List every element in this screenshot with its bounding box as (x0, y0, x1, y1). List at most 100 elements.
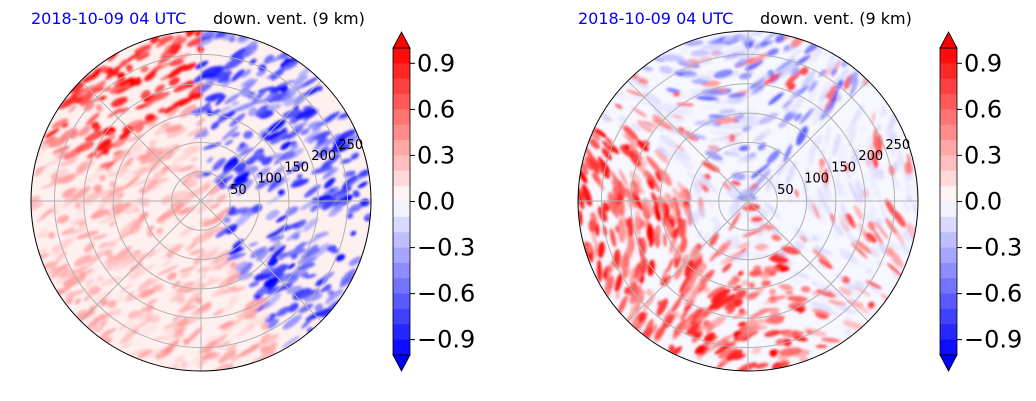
field-blob (868, 214, 879, 229)
field-blob (295, 107, 317, 120)
field-blob (659, 65, 673, 74)
field-blob (221, 125, 239, 141)
field-blob (818, 258, 833, 269)
field-blob (877, 217, 883, 225)
field-blob (710, 201, 715, 210)
field-blob (774, 59, 792, 73)
field-blob (815, 344, 828, 348)
field-blob (76, 309, 87, 319)
field-blob (769, 288, 776, 296)
colorbar-level (940, 109, 957, 126)
field-blob (172, 280, 181, 289)
field-blob (240, 78, 254, 87)
field-blob (215, 94, 227, 106)
field-blob (40, 207, 55, 219)
field-blob (858, 141, 864, 165)
field-blob (191, 244, 200, 251)
field-blob (737, 328, 755, 339)
field-blob (316, 135, 327, 145)
field-blob (709, 250, 720, 262)
field-blob (751, 346, 762, 355)
field-blob (848, 288, 862, 298)
field-blob (662, 211, 667, 227)
field-blob (615, 291, 620, 300)
field-blob (154, 230, 166, 239)
field-blob (755, 42, 763, 49)
colorbar-level (393, 155, 410, 172)
field-blob (267, 176, 285, 192)
field-blob (242, 45, 258, 58)
field-blob (115, 296, 125, 303)
field-blob (300, 128, 310, 136)
field-blob (741, 118, 765, 129)
field-blob (75, 205, 86, 215)
field-blob (673, 117, 685, 124)
colorbar-level (940, 216, 957, 233)
colorbar-tick-label: 0.9 (964, 49, 1002, 77)
field-blob (659, 169, 672, 187)
field-blob (879, 201, 888, 223)
field-blob (627, 237, 633, 254)
field-blob (769, 317, 784, 325)
colorbar-tick-label: 0.3 (964, 141, 1002, 169)
field-blob (260, 333, 270, 343)
field-blob (311, 165, 334, 175)
field-blob (292, 75, 309, 85)
field-blob (621, 260, 627, 270)
field-blob (604, 276, 613, 298)
field-blob (654, 149, 669, 164)
field-blob (660, 268, 668, 287)
field-blob (293, 105, 300, 111)
field-blob (107, 255, 116, 261)
field-blob (136, 349, 153, 359)
field-blob (170, 190, 189, 202)
field-blob (635, 289, 645, 305)
field-blob (696, 353, 703, 361)
field-blob (70, 216, 87, 226)
field-blob (793, 336, 808, 342)
field-blob (239, 78, 258, 94)
colorbar-tick-label: −0.6 (964, 280, 1022, 308)
field-blob (256, 250, 269, 262)
field-blob (778, 119, 788, 129)
field-blob (323, 177, 336, 189)
field-blob (788, 277, 802, 284)
field-blob (672, 114, 684, 119)
field-blob (599, 158, 611, 174)
field-blob (212, 157, 226, 171)
colorbar-tick-label: 0.3 (417, 141, 455, 169)
field-blob (301, 318, 312, 329)
field-blob (341, 175, 358, 191)
field-blob (243, 130, 254, 139)
field-blob (655, 171, 663, 182)
field-blob (41, 260, 59, 269)
field-blob (877, 123, 882, 132)
field-blob (280, 141, 292, 151)
field-blob (88, 305, 96, 311)
field-blob (322, 168, 336, 181)
field-blob (904, 161, 913, 175)
field-blob (119, 107, 129, 114)
colorbar-tick-label: 0.6 (417, 95, 455, 123)
field-blob (653, 204, 662, 222)
field-blob (642, 121, 651, 129)
grid-spoke (80, 200, 202, 322)
field-blob (854, 280, 867, 291)
field-blob (783, 44, 791, 51)
field-blob (104, 249, 113, 258)
field-blob (63, 192, 79, 202)
field-blob (130, 177, 153, 188)
field-blob (697, 205, 706, 219)
field-blob (614, 273, 623, 293)
field-blob (728, 134, 736, 142)
field-blob (270, 245, 286, 261)
field-blob (321, 111, 340, 124)
field-blob (641, 66, 654, 72)
field-blob (872, 228, 884, 245)
field-blob (297, 256, 318, 265)
field-blob (819, 158, 824, 181)
field-blob (50, 172, 58, 180)
field-blob (291, 253, 298, 260)
field-blob (107, 240, 117, 249)
field-blob (238, 147, 255, 157)
